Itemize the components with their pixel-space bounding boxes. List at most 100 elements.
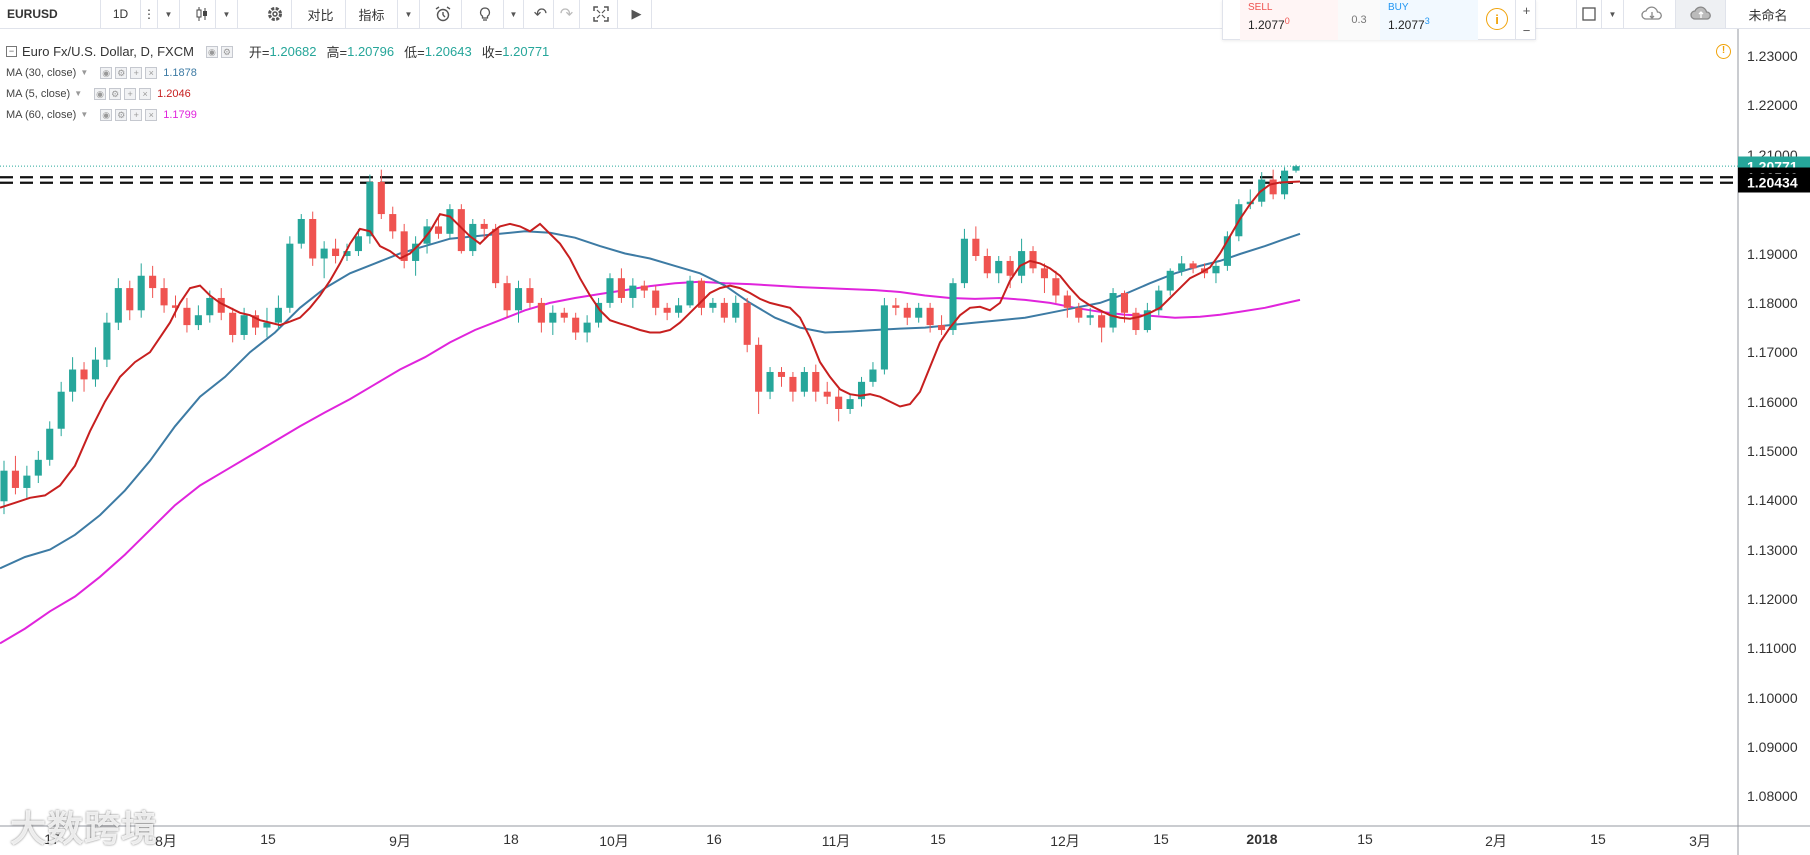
candle-down xyxy=(1029,251,1037,269)
candle-up xyxy=(1292,166,1300,171)
eye-icon[interactable]: ◉ xyxy=(205,45,218,58)
add-icon[interactable]: + xyxy=(124,87,137,100)
time-tick-label: 11月 xyxy=(821,833,851,849)
collapse-icon[interactable]: − xyxy=(6,46,17,57)
layout-button[interactable] xyxy=(1576,0,1602,28)
sell-label: SELL xyxy=(1248,2,1273,13)
candle-up xyxy=(91,359,100,380)
candle-down xyxy=(697,280,705,308)
layout-name[interactable]: 未命名 xyxy=(1726,0,1810,28)
eye-icon[interactable]: ◉ xyxy=(100,108,113,121)
price-tick-label: 1.11000 xyxy=(1747,640,1797,657)
replay-button[interactable]: ▶ xyxy=(622,0,652,28)
price-tick-label: 1.12000 xyxy=(1747,590,1798,607)
time-tick-label: 10月 xyxy=(599,833,629,849)
gear-icon[interactable]: ⚙ xyxy=(115,66,128,79)
close-icon[interactable]: × xyxy=(139,87,152,100)
close-icon[interactable]: × xyxy=(145,108,158,121)
cloud-upload-icon xyxy=(1689,5,1713,23)
minus-button[interactable]: − xyxy=(1522,22,1531,38)
candle-up xyxy=(1143,310,1151,331)
candle-up xyxy=(686,280,694,306)
interval-dropdown-button[interactable]: ▼ xyxy=(158,0,180,28)
candle-down xyxy=(835,396,843,409)
buy-button[interactable]: BUY 1.20773 xyxy=(1380,0,1478,40)
candle-down xyxy=(217,297,225,313)
add-icon[interactable]: + xyxy=(130,66,143,79)
eye-icon[interactable]: ◉ xyxy=(100,66,113,79)
gear-icon[interactable]: ⚙ xyxy=(109,87,122,100)
chart-style-dropdown[interactable]: ▼ xyxy=(216,0,238,28)
close-value: 1.20771 xyxy=(502,44,550,59)
warning-icon[interactable]: ! xyxy=(1716,44,1731,59)
interval-button[interactable]: 1D xyxy=(101,0,141,28)
info-icon[interactable]: i xyxy=(1486,8,1508,30)
candle-up xyxy=(206,297,214,316)
undo-button[interactable]: ↶ xyxy=(528,0,554,28)
sell-button[interactable]: SELL 1.20770 xyxy=(1240,0,1338,40)
series-controls: ◉ ⚙ xyxy=(205,45,233,58)
ideas-dropdown[interactable]: ▼ xyxy=(504,0,524,28)
alert-button[interactable] xyxy=(424,0,462,28)
candle-up xyxy=(606,278,614,303)
cloud-download-icon xyxy=(1640,5,1664,23)
legend-ma5-row[interactable]: MA (5, close) ▼ ◉ ⚙ + × 1.2046 xyxy=(6,83,549,104)
gear-icon[interactable]: ⚙ xyxy=(220,45,233,58)
interval-more-button[interactable]: ⋮ xyxy=(141,0,158,28)
price-chart[interactable] xyxy=(0,29,1810,855)
price-tick-label: 1.10000 xyxy=(1747,689,1798,706)
ma30-controls: ◉ ⚙ + × xyxy=(100,66,158,79)
legend-ma30-row[interactable]: MA (30, close) ▼ ◉ ⚙ + × 1.1878 xyxy=(6,62,549,83)
open-label: 开= xyxy=(248,45,270,60)
candle-down xyxy=(777,371,786,377)
ideas-button[interactable] xyxy=(466,0,504,28)
time-tick-label: 15 xyxy=(1357,831,1373,847)
redo-button[interactable]: ↷ xyxy=(554,0,580,28)
candle-down xyxy=(1063,295,1071,308)
add-icon[interactable]: + xyxy=(130,108,143,121)
chart-style-button[interactable] xyxy=(188,0,216,28)
gear-icon[interactable]: ⚙ xyxy=(115,108,128,121)
candle-down xyxy=(972,238,980,257)
candle-up xyxy=(446,209,454,234)
symbol-search[interactable]: EURUSD xyxy=(0,0,101,28)
candle-down xyxy=(160,288,168,306)
candle-up xyxy=(1212,265,1220,274)
price-tick-label: 1.18000 xyxy=(1747,294,1798,311)
candle-down xyxy=(1040,268,1049,279)
candle-down xyxy=(789,376,797,392)
candle-up xyxy=(995,260,1003,274)
candles-icon xyxy=(194,6,210,22)
plus-button[interactable]: + xyxy=(1522,2,1531,18)
candle-down xyxy=(663,307,671,313)
load-layout-button[interactable] xyxy=(1628,0,1676,28)
candle-down xyxy=(377,181,385,215)
settings-button[interactable] xyxy=(258,0,292,28)
candle-up xyxy=(0,470,8,502)
candle-up xyxy=(549,312,557,323)
compare-button[interactable]: 对比 xyxy=(296,0,346,28)
candle-up xyxy=(857,381,866,400)
indicators-button[interactable]: 指标 xyxy=(346,0,398,28)
candle-down xyxy=(492,228,500,284)
eye-icon[interactable]: ◉ xyxy=(94,87,107,100)
more-vertical-icon: ⋮ xyxy=(143,7,155,21)
legend-ma60-row[interactable]: MA (60, close) ▼ ◉ ⚙ + × 1.1799 xyxy=(6,104,549,125)
price-tick-label: 1.15000 xyxy=(1747,442,1798,459)
candle-up xyxy=(57,391,65,429)
time-tick-label: 15 xyxy=(260,831,276,847)
candle-down xyxy=(812,371,820,392)
layout-dropdown[interactable]: ▼ xyxy=(1602,0,1624,28)
candle-up xyxy=(343,251,351,257)
candle-down xyxy=(389,214,397,232)
candle-down xyxy=(720,302,728,318)
save-layout-button[interactable] xyxy=(1676,0,1726,28)
candle-up xyxy=(1109,293,1117,328)
high-label: 高= xyxy=(326,45,348,60)
candle-up xyxy=(286,243,294,308)
fullscreen-button[interactable] xyxy=(584,0,618,28)
candle-up xyxy=(1018,251,1026,276)
candle-down xyxy=(480,223,488,229)
close-icon[interactable]: × xyxy=(145,66,158,79)
indicators-dropdown[interactable]: ▼ xyxy=(398,0,420,28)
